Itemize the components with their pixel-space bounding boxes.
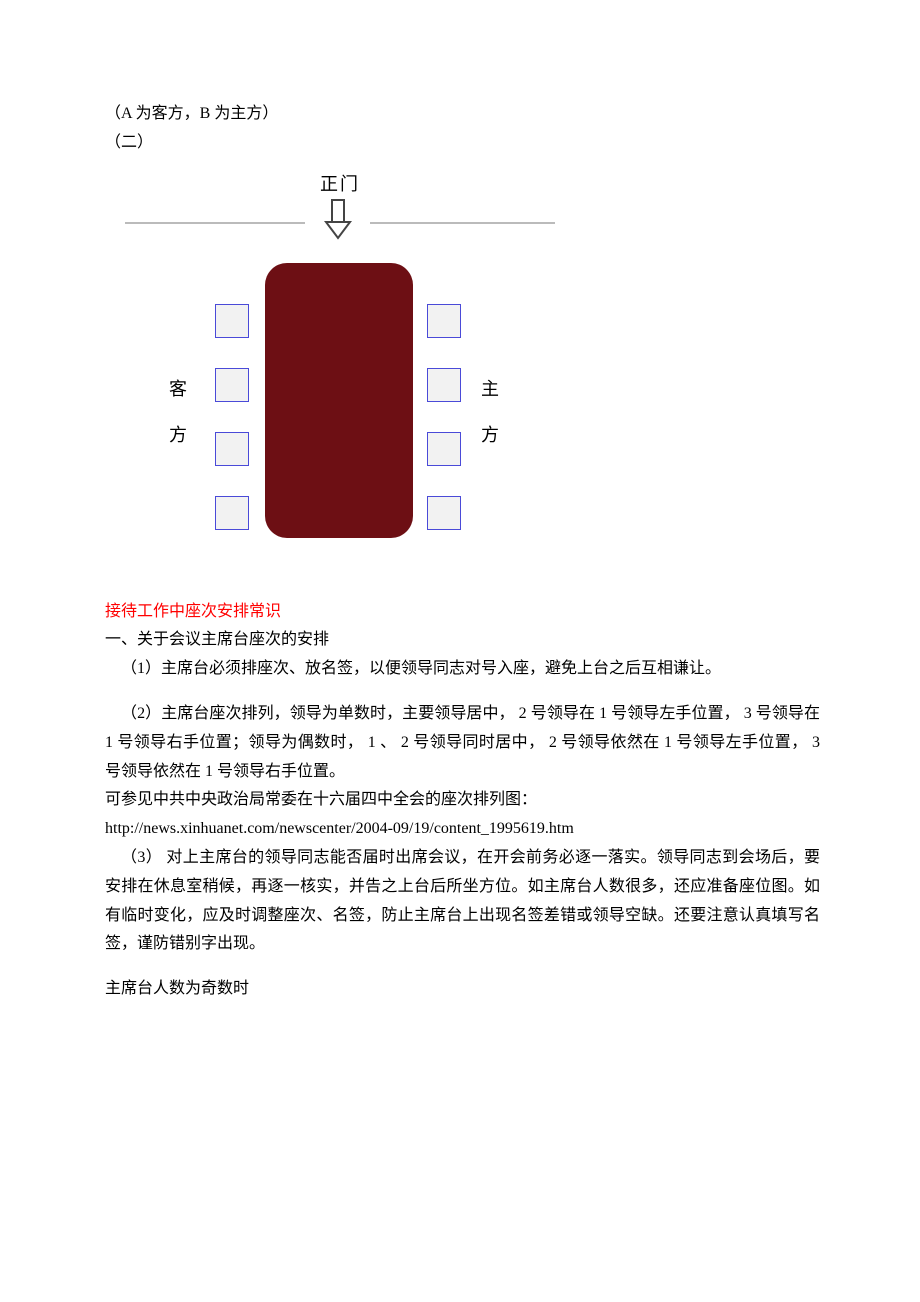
section-subhead: 一、关于会议主席台座次的安排 xyxy=(105,626,820,655)
seat-right xyxy=(427,304,461,338)
section-title-red: 接待工作中座次安排常识 xyxy=(105,598,820,627)
reference-line: 可参见中共中央政治局常委在十六届四中全会的座次排列图： xyxy=(105,786,820,815)
paragraph-1: （1）主席台必须排座次、放名签，以便领导同志对号入座，避免上台之后互相谦让。 xyxy=(105,655,820,684)
wall-line-right xyxy=(370,222,555,224)
guest-label-char-1: 客 xyxy=(169,379,187,399)
paragraph-3: （3） 对上主席台的领导同志能否届时出席会议，在开会前务必逐一落实。领导同志到会… xyxy=(105,844,820,959)
door-label: 正门 xyxy=(320,168,360,200)
odd-count-label: 主席台人数为奇数时 xyxy=(105,975,820,1004)
seat-left xyxy=(215,496,249,530)
seating-diagram: 正门 客 方 主 方 xyxy=(125,168,555,578)
host-side-label: 主 方 xyxy=(481,366,499,460)
wall-line-left xyxy=(125,222,305,224)
header-line-1: （A 为客方，B 为主方） xyxy=(105,100,820,129)
down-arrow-icon xyxy=(322,198,354,253)
seat-left xyxy=(215,432,249,466)
seat-left xyxy=(215,368,249,402)
host-label-char-2: 方 xyxy=(481,425,499,445)
seat-right xyxy=(427,496,461,530)
header-line-2: （二） xyxy=(105,129,820,158)
guest-label-char-2: 方 xyxy=(169,425,187,445)
guest-side-label: 客 方 xyxy=(169,366,187,460)
reference-url: http://news.xinhuanet.com/newscenter/200… xyxy=(105,815,820,844)
paragraph-2: （2）主席台座次排列，领导为单数时，主要领导居中， 2 号领导在 1 号领导左手… xyxy=(105,700,820,786)
meeting-table xyxy=(265,263,413,538)
seat-right xyxy=(427,432,461,466)
seat-right xyxy=(427,368,461,402)
seat-left xyxy=(215,304,249,338)
host-label-char-1: 主 xyxy=(481,379,499,399)
